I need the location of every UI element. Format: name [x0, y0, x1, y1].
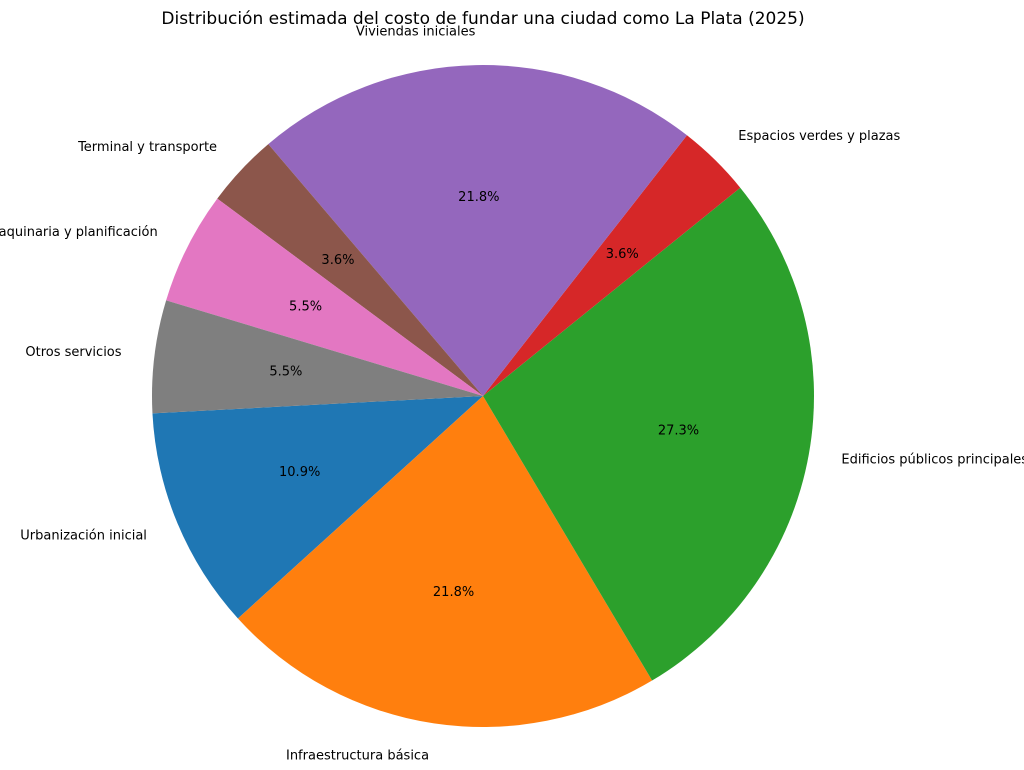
pie-slice-viviendas-iniciales	[268, 64, 687, 396]
pie-slice-espacios-verdes-y-plazas	[483, 135, 741, 396]
pie-slice-urbanizacion-inicial	[152, 396, 484, 619]
category-labels: Urbanización inicial Infraestructura bási…	[0, 24, 1024, 763]
pct-label-terminal-y-transporte: 3.6%	[321, 253, 354, 268]
pie-slice-infraestructura-basica	[237, 396, 653, 728]
pie-slice-otros-servicios	[152, 300, 483, 414]
pct-label-maquinaria-y-planificacion: 5.5%	[289, 299, 322, 314]
category-label-espacios-verdes-y-plazas: Espacios verdes y plazas	[738, 129, 900, 144]
pie-slices	[152, 64, 814, 728]
pct-label-urbanizacion-inicial: 10.9%	[279, 465, 320, 480]
pie-slice-terminal-y-transporte	[217, 144, 484, 396]
category-label-terminal-y-transporte: Terminal y transporte	[77, 140, 217, 155]
category-label-urbanizacion-inicial: Urbanización inicial	[20, 529, 147, 544]
pie-slice-maquinaria-y-planificacion	[166, 198, 483, 396]
category-label-edificios-publicos-principales: Edificios públicos principales	[841, 453, 1024, 468]
pie-slice-edificios-publicos-principales	[483, 187, 814, 681]
category-label-maquinaria-y-planificacion: Maquinaria y planificación	[0, 225, 158, 240]
category-label-infraestructura-basica: Infraestructura básica	[286, 749, 429, 764]
category-label-viviendas-iniciales: Viviendas iniciales	[356, 24, 476, 39]
pct-label-edificios-publicos-principales: 27.3%	[658, 423, 699, 438]
pct-label-espacios-verdes-y-plazas: 3.6%	[606, 247, 639, 262]
pct-label-otros-servicios: 5.5%	[269, 365, 302, 380]
percentage-labels: 10.9% 21.8% 27.3% 3.6% 21.8% 3.6% 5.5% 5.5%	[269, 190, 699, 600]
chart-title: Distribución estimada del costo de funda…	[161, 9, 804, 29]
pct-label-viviendas-iniciales: 21.8%	[458, 190, 499, 205]
category-label-otros-servicios: Otros servicios	[25, 345, 121, 360]
pct-label-infraestructura-basica: 21.8%	[433, 585, 474, 600]
